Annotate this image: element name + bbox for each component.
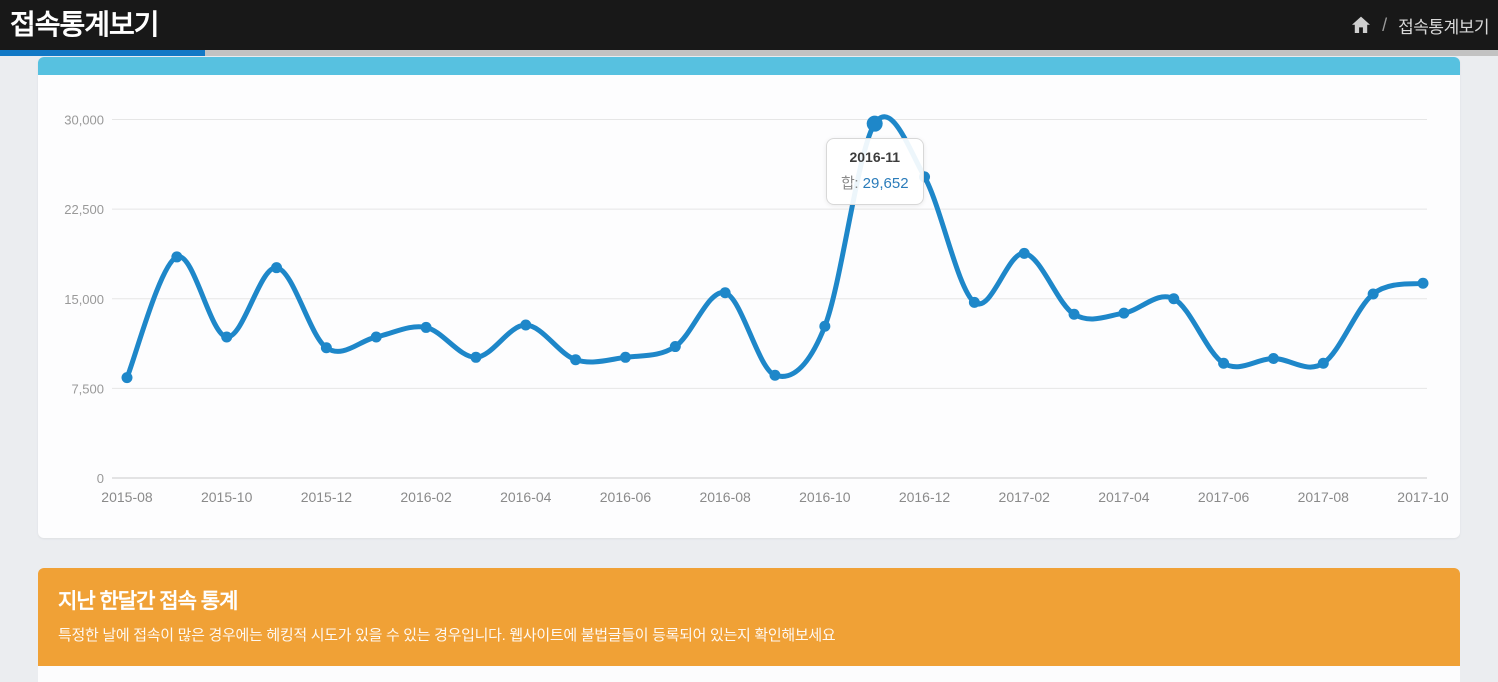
svg-text:2015-10: 2015-10 (201, 489, 253, 505)
svg-text:7,500: 7,500 (71, 381, 104, 396)
svg-text:2017-10: 2017-10 (1397, 489, 1449, 505)
stats-panel-body (38, 666, 1460, 682)
breadcrumb: / 접속통계보기 (1351, 13, 1489, 38)
svg-text:2017-02: 2017-02 (999, 489, 1051, 505)
svg-text:2016-02: 2016-02 (400, 489, 452, 505)
tooltip-date: 2016-11 (849, 149, 901, 165)
stats-banner: 지난 한달간 접속 통계 특정한 날에 접속이 많은 경우에는 헤킹적 시도가 … (38, 568, 1460, 666)
svg-text:2016-04: 2016-04 (500, 489, 552, 505)
panel-header-bar (38, 57, 1460, 75)
svg-text:2017-06: 2017-06 (1198, 489, 1250, 505)
svg-text:22,500: 22,500 (64, 202, 104, 217)
stats-banner-description: 특정한 날에 접속이 많은 경우에는 헤킹적 시도가 있을 수 있는 경우입니다… (58, 627, 836, 644)
tab-underline-strip (0, 50, 1498, 56)
app-header: 접속통계보기 / 접속통계보기 (0, 0, 1498, 50)
chart-tooltip: 2016-11 합: 29,652 (826, 138, 924, 205)
breadcrumb-separator: / (1382, 14, 1388, 35)
svg-text:2016-10: 2016-10 (799, 489, 851, 505)
svg-text:2017-08: 2017-08 (1298, 489, 1350, 505)
chart-panel: 0 7,500 15,000 22,500 30,000 2015-08 2015-10 20… (38, 57, 1460, 538)
svg-text:2015-08: 2015-08 (101, 489, 153, 505)
svg-text:30,000: 30,000 (64, 113, 104, 128)
svg-text:2016-12: 2016-12 (899, 489, 951, 505)
svg-text:2015-12: 2015-12 (301, 489, 353, 505)
tooltip-value: 합: 29,652 (841, 175, 909, 192)
stats-panel: 지난 한달간 접속 통계 특정한 날에 접속이 많은 경우에는 헤킹적 시도가 … (38, 568, 1460, 682)
svg-text:2016-08: 2016-08 (699, 489, 751, 505)
page-title: 접속통계보기 (10, 9, 160, 40)
svg-text:0: 0 (97, 471, 104, 486)
stats-banner-title: 지난 한달간 접속 통계 (58, 590, 238, 613)
svg-text:2016-06: 2016-06 (600, 489, 652, 505)
svg-text:15,000: 15,000 (64, 292, 104, 307)
active-tab-indicator (0, 50, 205, 56)
access-stats-line-chart[interactable]: 0 7,500 15,000 22,500 30,000 2015-08 2015-10 20… (38, 75, 1460, 538)
breadcrumb-current: 접속통계보기 (1398, 17, 1489, 37)
home-icon[interactable] (1351, 15, 1371, 35)
svg-text:2017-04: 2017-04 (1098, 489, 1150, 505)
